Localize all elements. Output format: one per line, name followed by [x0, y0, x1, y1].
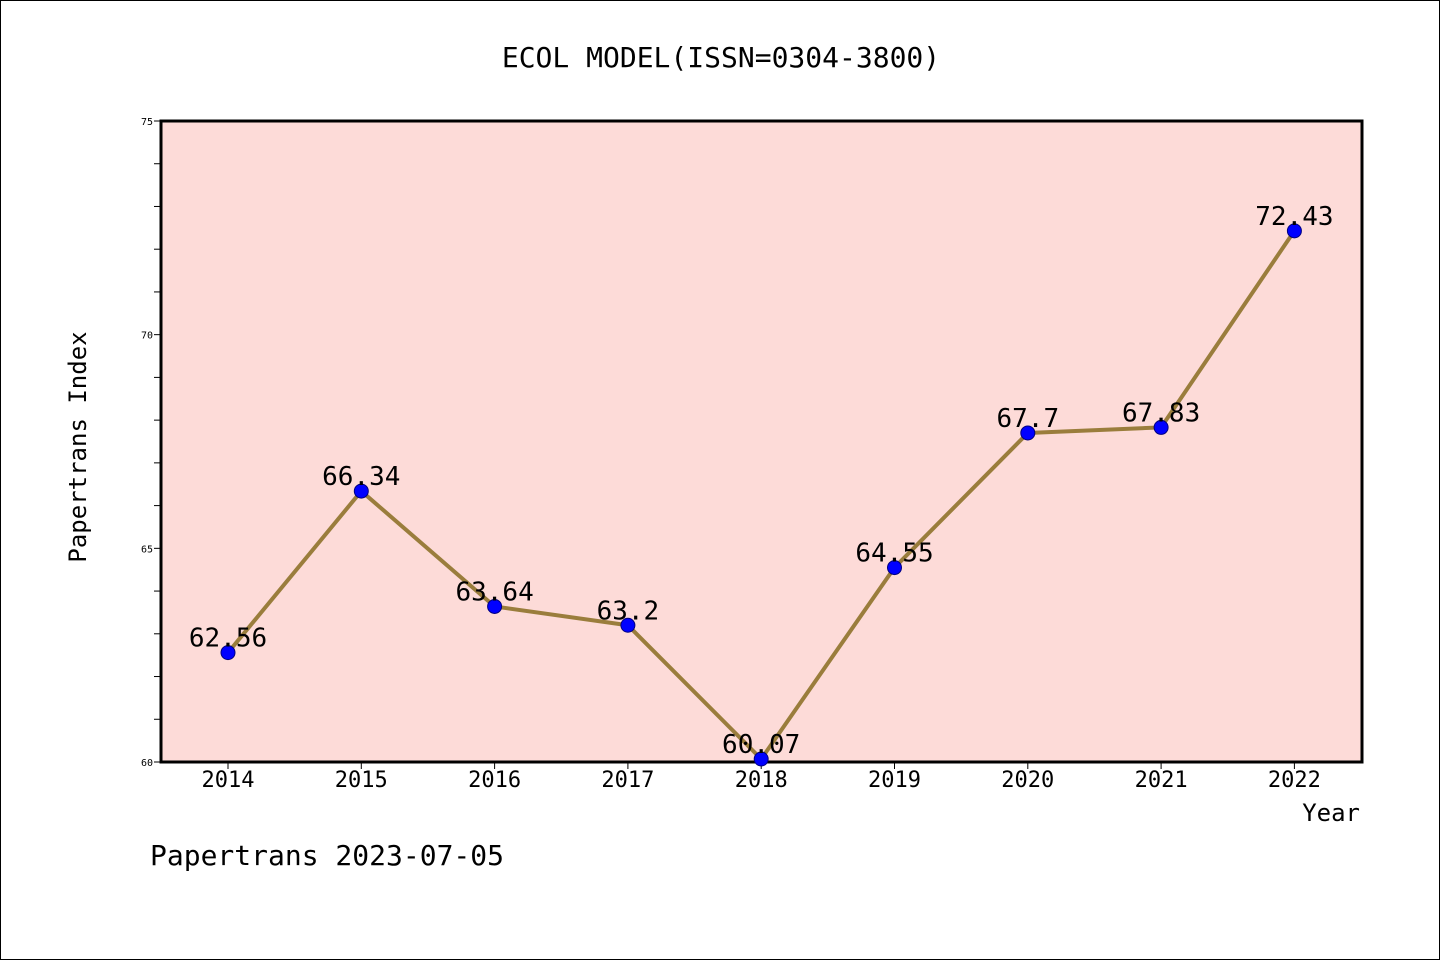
data-label: 67.83 — [1122, 398, 1200, 428]
data-label: 62.56 — [189, 624, 267, 654]
x-axis-title: Year — [1302, 799, 1360, 827]
footer-note: Papertrans 2023-07-05 — [150, 839, 504, 872]
x-tick-label: 2020 — [1001, 768, 1054, 793]
data-point — [887, 560, 902, 576]
data-label: 72.43 — [1255, 202, 1333, 232]
data-point — [353, 483, 369, 499]
data-label-group: 62.56 66.34 63.64 63.2 60.07 64.55 67.7 67.83 72… — [189, 202, 1334, 760]
x-tick-label: 2016 — [468, 768, 521, 793]
x-tick-label: 2017 — [601, 768, 654, 793]
data-point — [620, 617, 636, 633]
x-tick-label: 2019 — [868, 768, 921, 793]
chart-title: ECOL MODEL(ISSN=0304-3800) — [502, 41, 940, 74]
x-axis: 2014 2015 2016 2017 2018 2019 2020 2021 2022 — [202, 762, 1321, 793]
x-tick-label: 2014 — [202, 768, 255, 793]
data-label: 67.7 — [996, 404, 1059, 434]
data-label: 64.55 — [855, 539, 933, 569]
y-tick-label: 65 — [141, 544, 153, 555]
data-label: 63.2 — [597, 596, 660, 626]
x-tick-label: 2018 — [735, 768, 788, 793]
data-point — [487, 598, 503, 614]
data-point — [1020, 425, 1036, 441]
y-tick-label: 70 — [141, 331, 153, 342]
data-point — [1286, 223, 1302, 239]
data-label: 60.07 — [722, 730, 800, 760]
data-point — [220, 645, 236, 661]
data-label: 66.34 — [322, 462, 400, 492]
marker-group — [220, 223, 1302, 767]
x-tick-label: 2015 — [335, 768, 388, 793]
x-tick-label: 2022 — [1268, 768, 1321, 793]
data-point — [753, 751, 769, 767]
y-tick-label: 60 — [141, 758, 153, 769]
y-axis-title: Papertrans Index — [64, 331, 92, 562]
y-axis: 60 65 70 75 — [141, 117, 161, 769]
data-point — [1153, 419, 1169, 435]
plot-area — [159, 119, 1364, 764]
y-tick-label: 75 — [141, 117, 153, 128]
data-label: 63.64 — [455, 577, 533, 607]
x-tick-label: 2021 — [1135, 768, 1188, 793]
